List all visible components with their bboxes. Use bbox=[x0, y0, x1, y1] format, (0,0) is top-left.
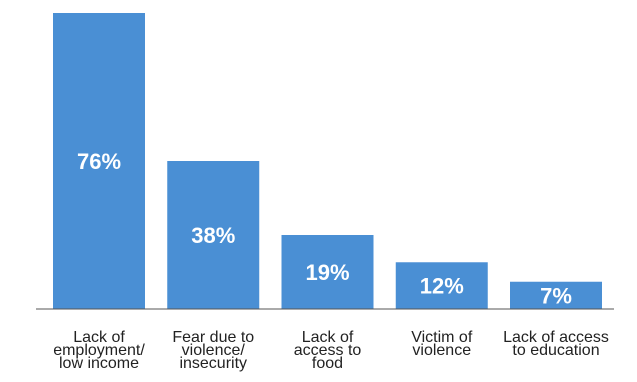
category-label-line: Lack of access bbox=[503, 329, 609, 346]
category-label-3: Victim of violence bbox=[411, 329, 473, 359]
category-label-line: Lack of bbox=[73, 329, 125, 346]
bar-3 bbox=[395, 262, 488, 309]
category-label-line: violence/ bbox=[182, 342, 246, 359]
value-label-4: 7% bbox=[540, 283, 572, 308]
category-label-line: Victim of bbox=[411, 329, 473, 346]
value-label-1: 38% bbox=[191, 223, 235, 248]
category-label-line: violence bbox=[412, 342, 471, 359]
category-label-line: food bbox=[312, 355, 343, 372]
category-label-line: low income bbox=[59, 355, 139, 372]
bars-group bbox=[53, 13, 602, 309]
bar-2 bbox=[281, 235, 374, 309]
value-label-0: 76% bbox=[77, 149, 121, 174]
category-label-1: Fear due to violence/insecurity bbox=[172, 329, 254, 372]
bar-0 bbox=[53, 13, 145, 309]
category-label-line: to education bbox=[512, 342, 599, 359]
category-label-0: Lack of employment/low income bbox=[53, 329, 145, 372]
value-labels-group: 76% 38% 19% 12% 7% bbox=[77, 149, 572, 308]
category-label-2: Lack of access to food bbox=[294, 329, 362, 372]
value-label-2: 19% bbox=[305, 260, 349, 285]
category-label-4: Lack of access to education bbox=[503, 329, 609, 359]
category-label-line: access to bbox=[294, 342, 362, 359]
bar-1 bbox=[167, 161, 260, 309]
value-label-3: 12% bbox=[420, 274, 464, 299]
bar-4 bbox=[510, 281, 602, 309]
category-label-line: employment/ bbox=[53, 342, 145, 359]
category-label-line: Fear due to bbox=[172, 329, 254, 346]
category-label-line: Lack of bbox=[302, 329, 354, 346]
category-label-line: insecurity bbox=[179, 355, 247, 372]
